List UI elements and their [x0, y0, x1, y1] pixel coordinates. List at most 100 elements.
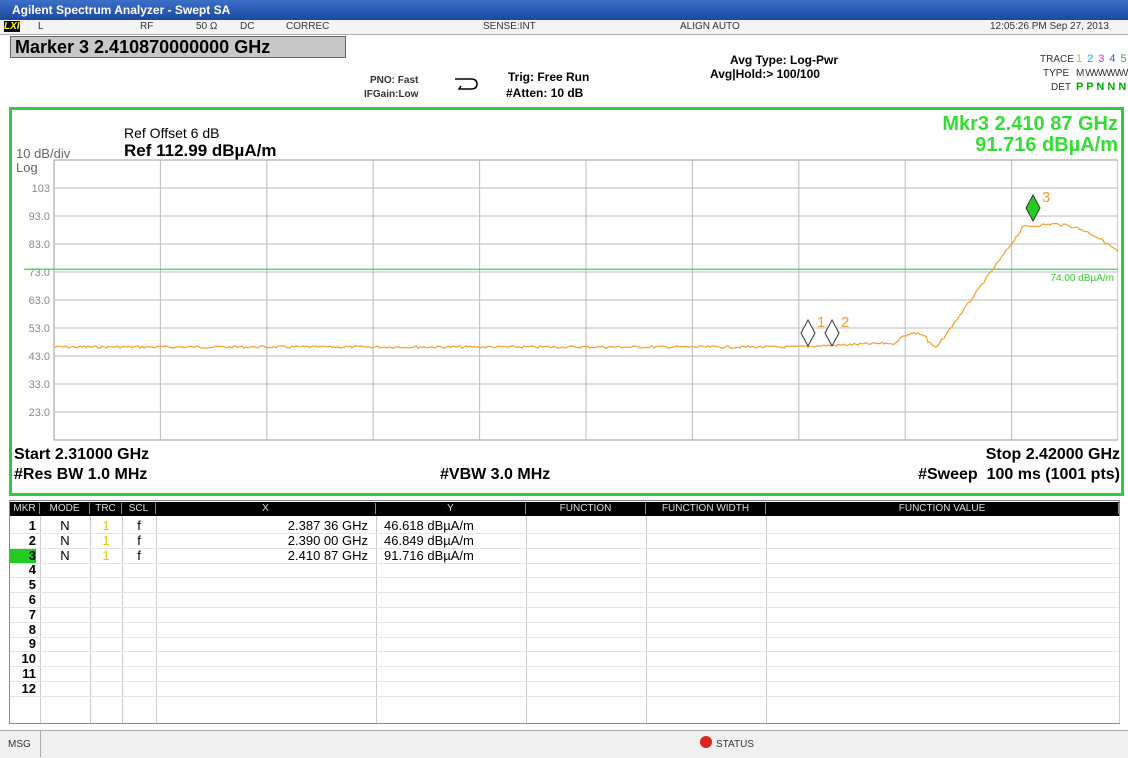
sweep: #Sweep 100 ms (1001 pts) — [918, 466, 1120, 483]
y-label: 23.0 — [29, 407, 50, 419]
res-bw: #Res BW 1.0 MHz — [14, 466, 148, 483]
stop: Stop 2.42000 GHz — [985, 446, 1120, 463]
column-header: X — [156, 503, 376, 514]
marker-label: 2 — [841, 314, 849, 331]
status: ALIGN AUTO — [680, 21, 740, 32]
column-divider — [1119, 516, 1120, 723]
column-header: Y — [376, 503, 526, 514]
column-header: SCL — [122, 503, 156, 514]
avg-hold: Avg|Hold:> 100/100 — [710, 67, 820, 81]
table-cell: 2.410 87 GHz — [287, 547, 368, 563]
y-label: 33.0 — [29, 379, 50, 391]
column-divider — [766, 516, 767, 723]
trace-number: 3 — [1098, 53, 1105, 65]
table-cell: 12 — [21, 680, 36, 696]
marker-label: 3 — [1042, 189, 1050, 206]
table-cell: 46.849 dBµA/m — [384, 532, 474, 548]
atten: #Atten: 10 dB — [506, 86, 584, 100]
trace — [53, 222, 1118, 349]
table-cell: 2.390 00 GHz — [287, 532, 368, 548]
column-header: MKR — [10, 503, 40, 514]
table-cell: 1 — [102, 532, 110, 548]
row-divider — [10, 547, 1119, 549]
y-label: 103 — [32, 183, 50, 195]
column-divider — [40, 516, 41, 723]
window-title: Agilent Spectrum Analyzer - Swept SA — [12, 3, 231, 17]
table-cell: f — [137, 547, 141, 563]
type-label: TYPE — [1043, 68, 1070, 79]
column-header: FUNCTION — [526, 503, 646, 514]
table-cell: 46.618 dBµA/m — [384, 518, 474, 533]
det-label: DET — [1051, 82, 1071, 93]
lxi: LXI — [4, 21, 20, 32]
table-header: MKR MODE TRC SCL X Y FUNCTION FUNCTION WIDTH FUN… — [10, 502, 1119, 516]
trace-number: 1 — [1076, 53, 1083, 65]
trig: Trig: Free Run — [508, 70, 590, 84]
column-divider — [646, 516, 647, 723]
table-cell: 5 — [28, 577, 36, 593]
column-divider — [156, 516, 157, 723]
column-header: FUNCTION VALUE — [766, 503, 1119, 514]
row-divider — [10, 636, 1119, 638]
column-divider — [90, 516, 91, 723]
table-cell: 1 — [102, 547, 110, 563]
status: CORREC — [286, 21, 330, 32]
footer — [0, 730, 1128, 758]
marker-readout: Mkr3 2.410 87 GHz — [942, 113, 1118, 135]
det-value: P P N N N N — [1076, 81, 1127, 93]
marker — [824, 318, 840, 348]
table-cell: 9 — [28, 636, 36, 652]
graph-panel — [9, 107, 1124, 496]
column-header: MODE — [40, 503, 90, 514]
marker — [1025, 193, 1041, 223]
column-divider — [122, 516, 123, 723]
y-label: 83.0 — [29, 239, 50, 251]
table-cell: 91.716 dBµA/m — [384, 547, 474, 563]
table-cell: 2.387 36 GHz — [287, 518, 368, 533]
table-cell: N — [60, 518, 70, 533]
table-cell: 1 — [28, 518, 36, 533]
column-divider — [376, 516, 377, 723]
column-divider — [526, 516, 527, 723]
trace-label: TRACE — [1040, 54, 1074, 65]
status: 50 Ω — [196, 21, 218, 32]
status: SENSE:INT — [483, 21, 536, 32]
status-row — [0, 20, 1128, 35]
limit-label: 74.00 dBµA/m — [1050, 273, 1114, 284]
pno: PNO: Fast — [370, 75, 419, 86]
table-cell: 11 — [22, 666, 36, 681]
table-cell: f — [137, 518, 141, 533]
trace-number: 2 — [1087, 53, 1094, 65]
scale: 10 dB/div — [16, 146, 71, 161]
row-divider — [10, 562, 1119, 564]
table-cell: 3 — [10, 548, 36, 563]
row-divider — [10, 607, 1119, 608]
marker-box: Marker 3 2.410870000000 GHz — [10, 36, 346, 58]
datetime: 12:05:26 PM Sep 27, 2013 — [990, 21, 1109, 32]
table-cell: 2 — [28, 532, 36, 548]
trace-number: 5 — [1120, 53, 1127, 65]
vbw: #VBW 3.0 MHz — [440, 466, 551, 483]
row-divider — [10, 695, 1119, 697]
table-cell: f — [137, 532, 141, 548]
table-cell: 8 — [28, 621, 36, 637]
y-label: 53.0 — [29, 323, 50, 335]
y-label: 43.0 — [29, 351, 50, 363]
status: RF — [140, 21, 154, 32]
title-bar — [0, 0, 1128, 20]
row-divider — [10, 592, 1119, 594]
row-divider — [10, 666, 1119, 668]
table-cell: 6 — [28, 592, 36, 607]
msg: MSG — [8, 739, 31, 750]
y-label: 93.0 — [29, 211, 50, 223]
row-divider — [10, 533, 1119, 534]
status: L — [38, 21, 44, 32]
y-label: 73.0 — [29, 267, 50, 279]
table-cell: N — [60, 547, 70, 563]
ref-level: Ref 112.99 dBµA/m — [124, 141, 277, 160]
table-cell: 1 — [102, 518, 110, 533]
marker-value: 91.716 dBµA/m — [975, 134, 1118, 156]
trace-numbers: 123456 — [1076, 53, 1128, 65]
status-divider — [40, 731, 41, 757]
plot: 103 93.0 83.0 73.0 63.0 53.0 43.0 33.0 23.0 74.00… — [24, 159, 1118, 441]
